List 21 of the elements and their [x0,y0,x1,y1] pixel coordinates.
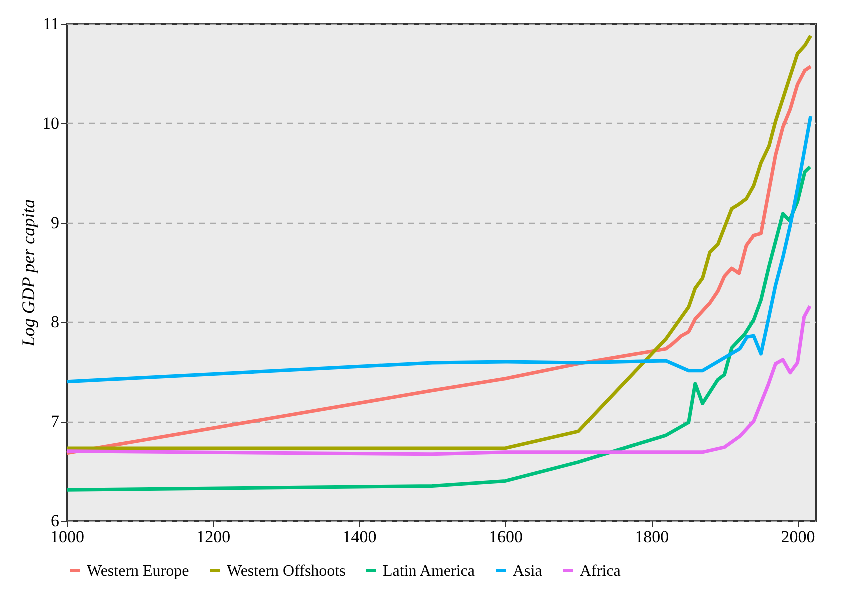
y-tick-label: 9 [51,213,60,232]
legend-label: Western Offshoots [227,563,346,580]
y-tick-label: 8 [51,312,60,332]
y-tick-label: 7 [51,412,60,432]
legend-label: Western Europe [87,563,190,580]
x-tick-label: 2000 [781,528,816,546]
line-series [65,114,813,384]
x-tick-label: 1600 [488,528,523,546]
line-series [65,304,812,456]
legend-label: Africa [580,563,621,580]
x-tick-label: 1400 [342,528,377,546]
y-tick-label: 10 [42,114,60,133]
legend-label: Asia [513,563,542,580]
y-tick-label: 6 [51,512,60,530]
line-series [65,165,812,492]
y-tick-label: 11 [43,14,60,34]
x-tick-label: 1800 [635,528,670,546]
x-tick-label: 1200 [196,528,231,546]
legend-label: Latin America [383,563,475,580]
y-axis-title: Log GDP per capita [18,199,38,348]
x-tick-label: 1000 [50,528,84,546]
